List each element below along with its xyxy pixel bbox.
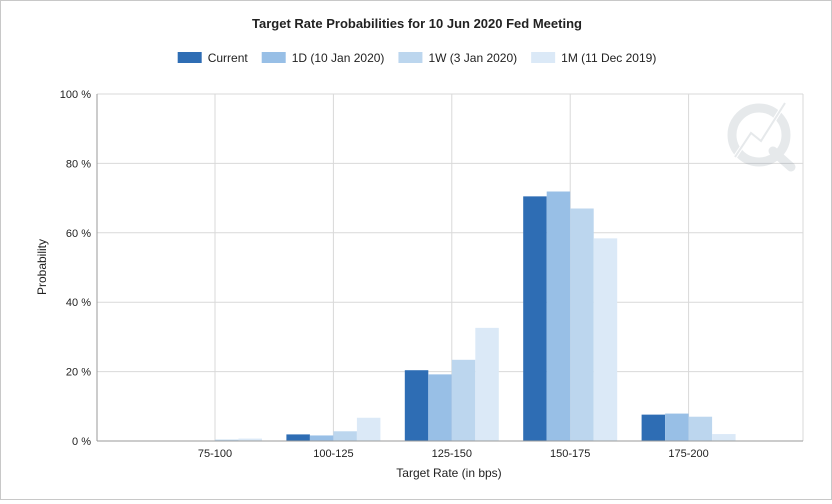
y-axis-ticks: 0 % 20 % 40 % 60 % 80 % 100 % — [60, 89, 91, 448]
bar-1w-3-jan-2020-75-100 — [215, 439, 239, 441]
bar-1m-11-dec-2019-75-100 — [238, 438, 262, 441]
legend-label: 1W (3 Jan 2020) — [428, 51, 517, 65]
x-tick-label: 175-200 — [668, 448, 708, 460]
bar-current-100-125 — [286, 434, 310, 441]
x-tick-label: 150-175 — [550, 448, 590, 460]
y-tick-label: 40 % — [66, 297, 91, 309]
bar-1m-11-dec-2019-125-150 — [475, 327, 499, 441]
bars — [215, 191, 736, 441]
axes — [96, 94, 803, 442]
legend-label: 1M (11 Dec 2019) — [561, 51, 656, 65]
series-current — [286, 196, 666, 441]
bar-1d-10-jan-2020-100-125 — [309, 435, 334, 441]
y-axis-title: Probability — [35, 239, 49, 295]
bar-1m-11-dec-2019-100-125 — [356, 417, 381, 441]
bar-1w-3-jan-2020-125-150 — [451, 359, 476, 441]
series-1m-11-dec-2019 — [238, 238, 736, 441]
x-tick-label: 75-100 — [198, 448, 232, 460]
y-tick-label: 20 % — [66, 367, 91, 379]
y-tick-label: 60 % — [66, 228, 91, 240]
legend-item-1m-11-dec-2019[interactable]: 1M (11 Dec 2019) — [531, 51, 656, 65]
bar-current-150-175 — [523, 196, 547, 441]
series-1w-3-jan-2020 — [215, 208, 713, 441]
watermark-logo-icon — [727, 101, 796, 172]
legend-item-current[interactable]: Current — [177, 51, 249, 65]
bar-1d-10-jan-2020-150-175 — [546, 191, 571, 441]
legend-label: Current — [208, 51, 249, 65]
y-tick-label: 100 % — [60, 89, 91, 101]
legend-item-1d-10-jan-2020[interactable]: 1D (10 Jan 2020) — [261, 51, 385, 65]
bar-1d-10-jan-2020-175-200 — [665, 413, 689, 441]
bar-1m-11-dec-2019-175-200 — [712, 434, 736, 441]
legend-swatch — [177, 52, 202, 63]
bar-1d-10-jan-2020-125-150 — [428, 374, 452, 441]
x-axis-ticks: 75-100 100-125 125-150 150-175 175-200 — [198, 448, 709, 460]
bar-current-175-200 — [641, 414, 666, 441]
legend-label: 1D (10 Jan 2020) — [292, 51, 385, 65]
legend-swatch — [261, 52, 286, 63]
x-tick-label: 100-125 — [313, 448, 353, 460]
x-axis-title: Target Rate (in bps) — [396, 466, 501, 480]
bar-1w-3-jan-2020-150-175 — [570, 208, 594, 441]
legend-swatch — [398, 52, 423, 63]
legend-item-1w-3-jan-2020[interactable]: 1W (3 Jan 2020) — [398, 51, 517, 65]
x-tick-label: 125-150 — [432, 448, 472, 460]
chart-title: Target Rate Probabilities for 10 Jun 202… — [252, 16, 582, 31]
bar-1w-3-jan-2020-100-125 — [333, 431, 357, 441]
bar-current-125-150 — [404, 370, 429, 441]
series-1d-10-jan-2020 — [309, 191, 689, 441]
bar-1w-3-jan-2020-175-200 — [688, 416, 713, 441]
legend: Current 1D (10 Jan 2020) 1W (3 Jan 2020) 1M… — [177, 51, 656, 65]
legend-swatch — [531, 52, 556, 63]
y-tick-label: 80 % — [66, 158, 91, 170]
bar-1m-11-dec-2019-150-175 — [593, 238, 618, 441]
y-tick-label: 0 % — [72, 436, 91, 448]
